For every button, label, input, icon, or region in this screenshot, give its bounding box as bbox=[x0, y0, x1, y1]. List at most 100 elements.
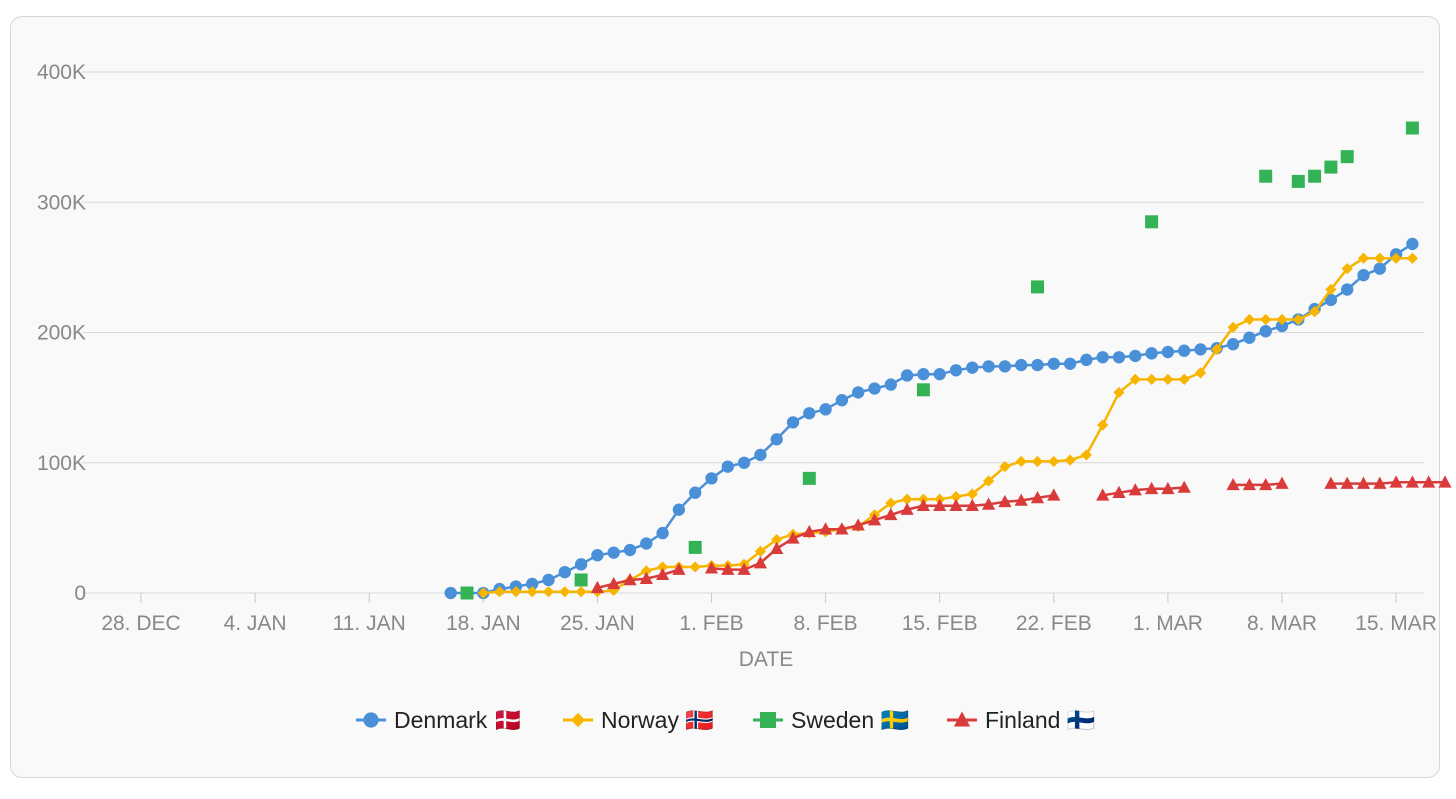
finland-legend-marker bbox=[953, 711, 971, 727]
finland-point bbox=[1030, 490, 1045, 504]
norway-point bbox=[885, 497, 897, 509]
denmark-point bbox=[852, 386, 865, 399]
norway-point bbox=[1227, 321, 1239, 333]
denmark-point bbox=[1047, 357, 1060, 370]
finland-point bbox=[1047, 488, 1061, 501]
finland-point bbox=[1242, 477, 1256, 491]
finland-point bbox=[916, 498, 930, 512]
sweden-point bbox=[688, 540, 702, 554]
finland-point bbox=[851, 518, 865, 531]
denmark-point bbox=[623, 543, 637, 557]
legend-item-finland[interactable]: Finland 🇫🇮 bbox=[947, 707, 1096, 733]
norway-point bbox=[608, 584, 620, 596]
denmark-point bbox=[1145, 347, 1158, 360]
norway-point bbox=[1048, 455, 1060, 468]
norway-point bbox=[983, 475, 995, 487]
legend-item-sweden[interactable]: Sweden 🇸🇪 bbox=[753, 707, 910, 733]
finland-point bbox=[1389, 475, 1403, 488]
norway-point bbox=[1276, 313, 1288, 326]
finland-point bbox=[1112, 485, 1126, 498]
finland-point bbox=[1405, 475, 1419, 488]
denmark-point bbox=[917, 368, 930, 381]
legend-item-denmark[interactable]: Denmark 🇩🇰 bbox=[356, 707, 522, 733]
norway-point bbox=[575, 586, 587, 598]
norway-point bbox=[1064, 454, 1076, 466]
denmark-point bbox=[558, 565, 571, 579]
denmark-point bbox=[786, 416, 800, 429]
x-tick-label: 22. FEB bbox=[1016, 612, 1092, 635]
norway-point bbox=[1292, 313, 1304, 326]
denmark-point bbox=[1275, 319, 1289, 333]
x-tick-label: 1. FEB bbox=[679, 612, 743, 635]
denmark-point bbox=[900, 369, 914, 382]
finland-point bbox=[1340, 476, 1354, 489]
sweden-point bbox=[1405, 121, 1419, 135]
denmark-point bbox=[949, 364, 963, 377]
finland-point bbox=[965, 498, 979, 512]
finland-series bbox=[590, 475, 1452, 594]
norway-point bbox=[477, 587, 489, 599]
finland-point bbox=[1096, 488, 1110, 501]
norway-point bbox=[1080, 449, 1092, 461]
sweden-point bbox=[1308, 169, 1322, 183]
norway-series bbox=[477, 252, 1418, 599]
legend-item-norway[interactable]: Norway 🇳🇴 bbox=[563, 707, 714, 733]
finland-point bbox=[1259, 477, 1273, 491]
denmark-point bbox=[1243, 331, 1256, 344]
y-axis: 0 100K 200K 300K 400K bbox=[37, 61, 86, 605]
denmark-point bbox=[656, 526, 669, 540]
y-tick-label: 0 bbox=[74, 582, 86, 605]
norway-point bbox=[1211, 343, 1223, 356]
chart-card bbox=[10, 16, 1440, 778]
norway-point bbox=[1325, 283, 1337, 296]
legend-label: Denmark 🇩🇰 bbox=[394, 707, 522, 733]
norway-point bbox=[1260, 313, 1272, 326]
finland-point bbox=[1226, 477, 1240, 491]
denmark-point bbox=[1373, 262, 1386, 275]
finland-point bbox=[949, 498, 963, 512]
finland-point bbox=[1373, 476, 1387, 489]
sweden-point bbox=[1324, 160, 1338, 174]
norway-point bbox=[1309, 306, 1321, 318]
finland-point bbox=[721, 562, 735, 575]
finland-point bbox=[1438, 475, 1452, 488]
denmark-line bbox=[450, 242, 1414, 595]
finland-point bbox=[786, 531, 800, 544]
sweden-point bbox=[460, 586, 474, 600]
norway-point bbox=[950, 491, 962, 503]
finland-point bbox=[1275, 476, 1289, 489]
denmark-point bbox=[689, 486, 702, 499]
denmark-point bbox=[444, 586, 457, 600]
norway-point bbox=[1243, 313, 1255, 326]
norway-point bbox=[1357, 252, 1370, 264]
sweden-point bbox=[1291, 174, 1305, 188]
norway-point bbox=[1178, 373, 1190, 385]
norway-point bbox=[1341, 263, 1353, 275]
denmark-point bbox=[770, 433, 783, 446]
denmark-point bbox=[591, 549, 604, 562]
norway-point bbox=[1146, 373, 1158, 385]
denmark-point bbox=[933, 368, 946, 381]
finland-point bbox=[884, 507, 898, 521]
finland-point bbox=[819, 522, 833, 535]
denmark-point bbox=[754, 448, 767, 462]
denmark-point bbox=[1194, 343, 1207, 356]
denmark-point bbox=[1324, 293, 1338, 307]
x-tick-label: 18. JAN bbox=[446, 612, 521, 635]
x-axis: 28. DEC 4. JAN 11. JAN 18. JAN 25. JAN 1. FEB… bbox=[101, 593, 1437, 671]
finland-point bbox=[1014, 493, 1028, 506]
finland-point bbox=[802, 524, 816, 538]
finland-point bbox=[982, 497, 996, 510]
denmark-point bbox=[966, 361, 979, 374]
denmark-point bbox=[1259, 325, 1272, 338]
x-tick-label: 28. DEC bbox=[101, 612, 180, 635]
denmark-point bbox=[982, 360, 995, 373]
norway-point bbox=[771, 533, 783, 546]
denmark-point bbox=[803, 407, 816, 420]
norway-point bbox=[754, 545, 766, 557]
denmark-point bbox=[998, 360, 1012, 373]
x-tick-label: 8. MAR bbox=[1247, 612, 1317, 635]
finland-point bbox=[1161, 481, 1175, 495]
sweden-point bbox=[802, 471, 816, 485]
x-axis-title: DATE bbox=[739, 648, 793, 671]
